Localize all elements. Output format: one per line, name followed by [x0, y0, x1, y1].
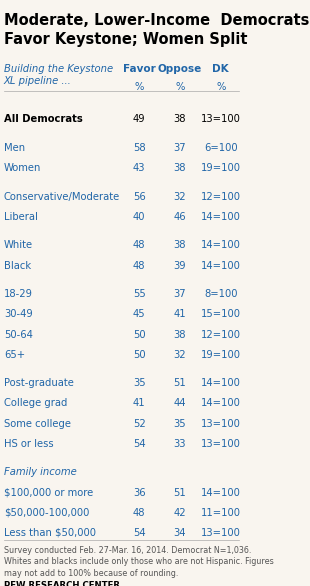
Text: Black: Black: [4, 261, 31, 271]
Text: DK: DK: [212, 64, 229, 74]
Text: 6=100: 6=100: [204, 143, 237, 153]
Text: 19=100: 19=100: [201, 163, 241, 173]
Text: 50: 50: [133, 329, 145, 339]
Text: 12=100: 12=100: [201, 329, 241, 339]
Text: Favor: Favor: [123, 64, 156, 74]
Text: 14=100: 14=100: [201, 212, 241, 222]
Text: HS or less: HS or less: [4, 439, 53, 449]
Text: 40: 40: [133, 212, 145, 222]
Text: 50: 50: [133, 350, 145, 360]
Text: 14=100: 14=100: [201, 398, 241, 408]
Text: 52: 52: [133, 418, 146, 428]
Text: 13=100: 13=100: [201, 114, 241, 124]
Text: 14=100: 14=100: [201, 488, 241, 498]
Text: 42: 42: [174, 507, 186, 517]
Text: 36: 36: [133, 488, 145, 498]
Text: 38: 38: [174, 240, 186, 250]
Text: 35: 35: [133, 379, 145, 389]
Text: %: %: [216, 82, 225, 92]
Text: Moderate, Lower-Income  Democrats
Favor Keystone; Women Split: Moderate, Lower-Income Democrats Favor K…: [4, 13, 309, 47]
Text: 38: 38: [174, 163, 186, 173]
Text: Women: Women: [4, 163, 41, 173]
Text: 50-64: 50-64: [4, 329, 33, 339]
Text: 43: 43: [133, 163, 145, 173]
Text: Less than $50,000: Less than $50,000: [4, 528, 96, 538]
Text: White: White: [4, 240, 33, 250]
Text: Men: Men: [4, 143, 25, 153]
Text: 32: 32: [174, 350, 186, 360]
Text: 8=100: 8=100: [204, 289, 237, 299]
Text: PEW RESEARCH CENTER: PEW RESEARCH CENTER: [4, 581, 120, 586]
Text: 19=100: 19=100: [201, 350, 241, 360]
Text: College grad: College grad: [4, 398, 67, 408]
Text: Building the Keystone
XL pipeline ...: Building the Keystone XL pipeline ...: [4, 64, 113, 86]
Text: 13=100: 13=100: [201, 439, 241, 449]
Text: %: %: [135, 82, 144, 92]
Text: 58: 58: [133, 143, 145, 153]
Text: 14=100: 14=100: [201, 240, 241, 250]
Text: 14=100: 14=100: [201, 379, 241, 389]
Text: 14=100: 14=100: [201, 261, 241, 271]
Text: 38: 38: [174, 329, 186, 339]
Text: 34: 34: [174, 528, 186, 538]
Text: 45: 45: [133, 309, 145, 319]
Text: %: %: [175, 82, 185, 92]
Text: 65+: 65+: [4, 350, 25, 360]
Text: 38: 38: [174, 114, 186, 124]
Text: 13=100: 13=100: [201, 418, 241, 428]
Text: 18-29: 18-29: [4, 289, 33, 299]
Text: Survey conducted Feb. 27-Mar. 16, 2014. Democrat N=1,036.
Whites and blacks incl: Survey conducted Feb. 27-Mar. 16, 2014. …: [4, 546, 273, 578]
Text: 41: 41: [174, 309, 186, 319]
Text: 51: 51: [174, 488, 186, 498]
Text: 35: 35: [174, 418, 186, 428]
Text: Family income: Family income: [4, 468, 77, 478]
Text: 37: 37: [174, 289, 186, 299]
Text: 48: 48: [133, 507, 145, 517]
Text: $100,000 or more: $100,000 or more: [4, 488, 93, 498]
Text: 13=100: 13=100: [201, 528, 241, 538]
Text: Post-graduate: Post-graduate: [4, 379, 74, 389]
Text: 56: 56: [133, 192, 146, 202]
Text: 44: 44: [174, 398, 186, 408]
Text: 54: 54: [133, 439, 145, 449]
Text: 46: 46: [174, 212, 186, 222]
Text: Some college: Some college: [4, 418, 71, 428]
Text: 33: 33: [174, 439, 186, 449]
Text: 55: 55: [133, 289, 146, 299]
Text: All Democrats: All Democrats: [4, 114, 82, 124]
Text: 15=100: 15=100: [201, 309, 241, 319]
Text: Liberal: Liberal: [4, 212, 38, 222]
Text: 12=100: 12=100: [201, 192, 241, 202]
Text: $50,000-100,000: $50,000-100,000: [4, 507, 89, 517]
Text: 39: 39: [174, 261, 186, 271]
Text: 51: 51: [174, 379, 186, 389]
Text: 37: 37: [174, 143, 186, 153]
Text: 48: 48: [133, 261, 145, 271]
Text: 48: 48: [133, 240, 145, 250]
Text: Conservative/Moderate: Conservative/Moderate: [4, 192, 120, 202]
Text: 32: 32: [174, 192, 186, 202]
Text: 54: 54: [133, 528, 145, 538]
Text: 30-49: 30-49: [4, 309, 33, 319]
Text: Oppose: Oppose: [158, 64, 202, 74]
Text: 49: 49: [133, 114, 145, 124]
Text: 11=100: 11=100: [201, 507, 241, 517]
Text: 41: 41: [133, 398, 145, 408]
